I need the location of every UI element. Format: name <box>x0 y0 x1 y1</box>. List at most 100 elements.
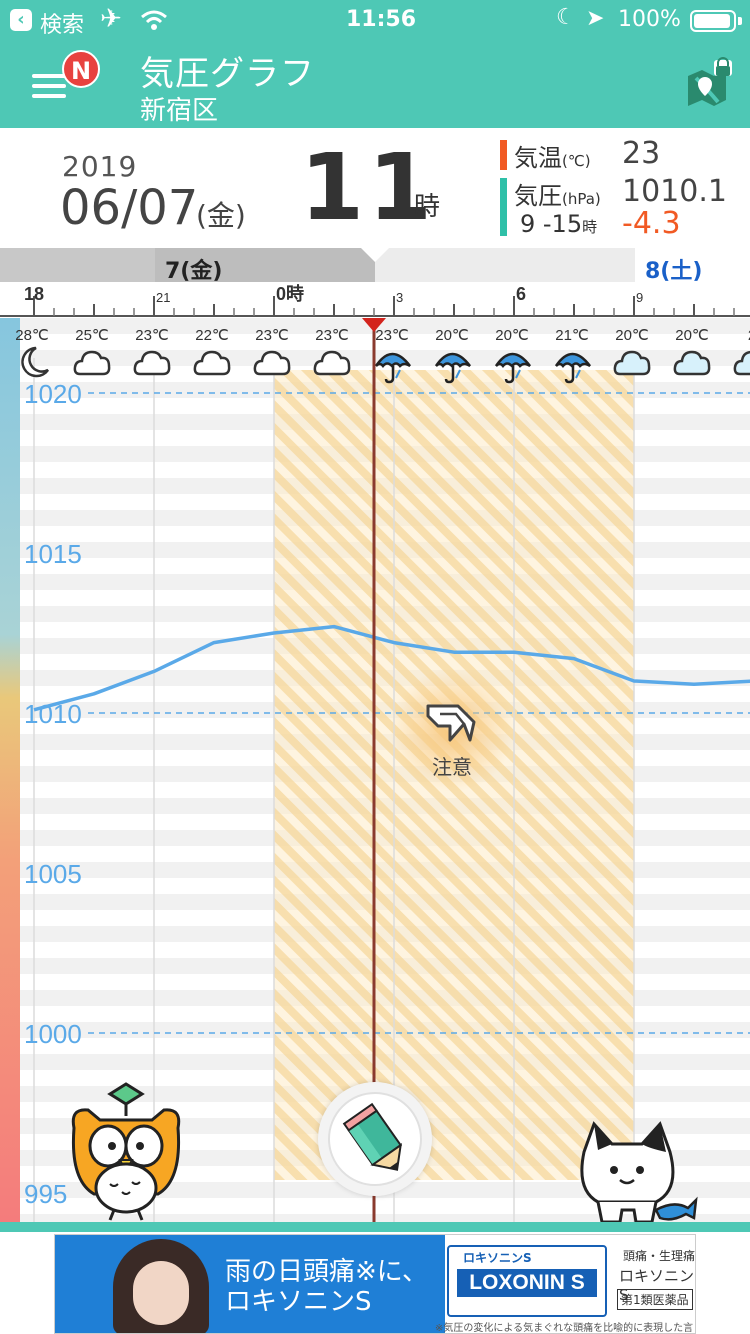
cat-mascot[interactable] <box>580 1121 698 1222</box>
umbrella-icon <box>494 352 531 384</box>
y-tick-label: 1015 <box>24 539 82 569</box>
risk-label: 注意 <box>432 755 472 779</box>
y-tick-label: 1000 <box>24 1019 82 1049</box>
hourly-temp-label: 23℃ <box>135 327 169 344</box>
news-badge[interactable]: N <box>62 50 100 88</box>
y-tick-label: 995 <box>24 1179 67 1209</box>
menu-button[interactable] <box>32 64 72 104</box>
y-tick-label: 1020 <box>24 379 82 409</box>
menu-line <box>32 74 66 78</box>
temp-label: 気温(℃) <box>514 138 591 173</box>
cloud-icon <box>253 350 291 376</box>
status-bar: ‹ 検索 ✈ 11:56 ☾ ➤ 100% <box>0 0 750 40</box>
cloud-icon <box>133 350 171 376</box>
background-stripe <box>20 318 750 334</box>
memo-button[interactable] <box>318 1082 432 1196</box>
temp-unit: (℃) <box>562 152 591 170</box>
bottom-strip <box>0 1222 750 1232</box>
cloud-icon <box>73 350 111 376</box>
time-ruler-svg: 18210時36912時1518210時3 <box>0 284 750 317</box>
y-tick-label: 1005 <box>24 859 82 889</box>
pressure-series-line <box>33 624 750 712</box>
map-lock-icon[interactable] <box>680 56 736 112</box>
cloud-icon <box>193 350 231 376</box>
battery-icon <box>690 10 736 32</box>
hourly-temp-label: 25℃ <box>75 327 109 344</box>
airplane-icon: ✈ <box>100 4 122 34</box>
hourly-temp-label: 28℃ <box>15 327 49 344</box>
ad-right-line-3: 第1類医薬品 <box>617 1289 693 1310</box>
umbrella-icon <box>434 352 471 384</box>
ruler-tick-label: 6 <box>516 284 526 304</box>
current-hour: 11 <box>300 134 437 241</box>
hourly-temp-label: 23℃ <box>255 327 289 344</box>
memo-button-inner <box>328 1092 422 1186</box>
hourly-temp-label: 20℃ <box>435 327 469 344</box>
pressure-change-value: -4.3 <box>622 206 681 241</box>
menu-line <box>32 84 66 88</box>
app-header: N 気圧グラフ 新宿区 <box>0 40 750 128</box>
pencil-icon <box>342 1102 403 1171</box>
cloud-icon <box>733 350 750 376</box>
time-ruler[interactable]: 18210時36912時1518210時3 <box>0 282 750 318</box>
ruler-tick-label: 18 <box>24 284 44 304</box>
ruler-tick-label: 3 <box>396 290 403 305</box>
pressure-label-text: 気圧 <box>514 182 562 210</box>
ad-footnote: ※気圧の変化による気まぐれな頭痛を比喩的に表現した言葉 <box>435 1323 694 1334</box>
day-label-2[interactable]: 8(土) <box>635 248 750 284</box>
ruler-tick-label: 21 <box>156 290 170 305</box>
pressure-color-bar <box>500 178 507 236</box>
moon-icon: ☾ <box>556 5 576 30</box>
hourly-temp-label: 21℃ <box>555 327 589 344</box>
hourly-temp-label: 23℃ <box>375 327 409 344</box>
hourly-temp-label: 20℃ <box>615 327 649 344</box>
ad-brand-small: ロキソニンS <box>463 1251 532 1265</box>
page-title: 気圧グラフ <box>140 54 315 94</box>
back-chevron-icon[interactable]: ‹ <box>10 9 32 31</box>
ruler-tick-label: 9 <box>636 290 643 305</box>
owl-mascot[interactable] <box>71 1082 181 1221</box>
current-time-marker <box>362 318 386 332</box>
hourly-temp-label: 20℃ <box>495 327 529 344</box>
hourly-temp-label: 23℃ <box>315 327 349 344</box>
temp-value: 23 <box>622 136 661 171</box>
cloud-icon <box>313 350 351 376</box>
ad-right-line-2: ロキソニンS <box>619 1267 695 1304</box>
time-gridlines <box>33 358 635 1222</box>
temp-label-text: 気温 <box>514 144 562 172</box>
change-range: 9 -15時 <box>520 210 597 238</box>
status-time: 11:56 <box>346 7 417 32</box>
ad-model-photo <box>113 1239 209 1333</box>
date-band: 7(金) 8(土) <box>0 248 750 284</box>
current-info-panel: 2019 06/07 (金) 11 時 気温(℃) 23 気圧(hPa) 101… <box>0 128 750 248</box>
pressure-value: 1010.1 <box>622 174 727 209</box>
ruler-tick-label: 0時 <box>276 284 304 304</box>
back-to-search-link[interactable]: 検索 <box>40 13 85 38</box>
umbrella-icon <box>554 352 591 384</box>
hourly-temp-label: 22℃ <box>195 327 229 344</box>
ad-brand-logo: LOXONIN S <box>457 1269 597 1297</box>
day-label-1[interactable]: 7(金) <box>155 248 375 284</box>
pressure-chart[interactable]: 1020 1015 1010 1005 1000 995 28℃ 25℃ 23℃ 22℃ 23℃ 2… <box>0 318 750 1222</box>
ad-banner[interactable]: 雨の日頭痛※に、ロキソニンS ロキソニンS LOXONIN S 頭痛・生理痛 ロ… <box>54 1234 696 1334</box>
cloud-icon <box>613 350 651 376</box>
moon-icon <box>21 346 50 378</box>
cloud-icon <box>673 350 711 376</box>
location-name[interactable]: 新宿区 <box>140 96 219 126</box>
change-range-text: 9 -15 <box>520 210 583 238</box>
battery-percent: 100% <box>618 7 681 32</box>
battery-nub <box>738 17 742 25</box>
weather-row: 28℃ 25℃ 23℃ 22℃ 23℃ 23℃ 23℃ 20℃ 20℃ 21℃ 20℃ 20℃ 2 <box>15 327 750 384</box>
risk-annotations: 注意注意警戒警戒注 <box>390 668 514 792</box>
umbrella-icon <box>374 352 411 384</box>
background-stripe <box>20 1214 750 1222</box>
date-label: 06/07 <box>60 180 199 236</box>
pressure-label: 気圧(hPa) <box>514 176 601 211</box>
hour-unit: 時 <box>414 192 441 222</box>
temp-color-bar <box>500 140 507 170</box>
location-arrow-icon: ➤ <box>586 6 605 31</box>
weekday-label: (金) <box>196 199 246 232</box>
